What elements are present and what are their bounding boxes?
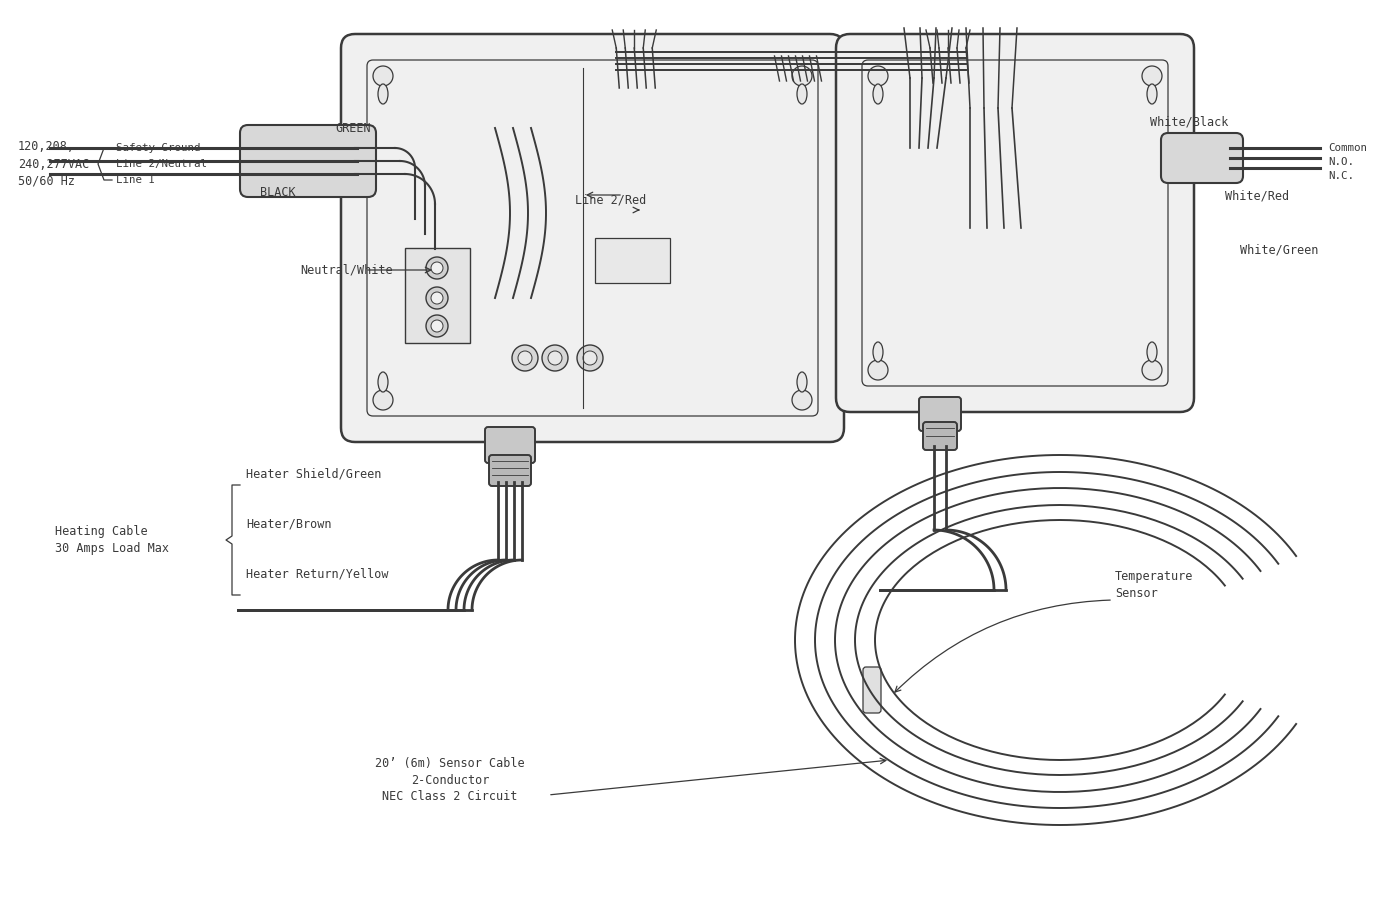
Circle shape [431,320,443,332]
Ellipse shape [873,84,883,104]
Circle shape [792,66,811,86]
Text: Safety Ground: Safety Ground [116,143,200,153]
Ellipse shape [1147,342,1157,362]
Circle shape [548,351,562,365]
Ellipse shape [873,342,883,362]
Bar [595,238,670,283]
Circle shape [541,345,568,371]
Circle shape [1142,360,1163,380]
Circle shape [583,351,597,365]
Bar [404,248,470,343]
Circle shape [576,345,603,371]
Circle shape [867,66,888,86]
Text: White/Black: White/Black [1150,115,1228,128]
Circle shape [792,390,811,410]
Circle shape [427,315,448,337]
FancyBboxPatch shape [863,667,881,713]
Ellipse shape [797,84,807,104]
FancyBboxPatch shape [923,422,957,450]
Text: Line 2/Neutral: Line 2/Neutral [116,159,207,169]
Circle shape [512,345,539,371]
Text: White/Red: White/Red [1226,190,1288,202]
FancyBboxPatch shape [1161,133,1242,183]
Circle shape [518,351,532,365]
Text: Heating Cable
30 Amps Load Max: Heating Cable 30 Amps Load Max [55,525,169,555]
FancyBboxPatch shape [341,34,844,442]
FancyBboxPatch shape [919,397,961,431]
Text: Temperature
Sensor: Temperature Sensor [1115,570,1193,600]
Text: N.O.: N.O. [1328,157,1354,167]
Ellipse shape [378,372,388,392]
Circle shape [427,287,448,309]
Text: BLACK: BLACK [260,187,295,200]
Text: Heater Return/Yellow: Heater Return/Yellow [246,568,389,581]
Circle shape [1142,66,1163,86]
Circle shape [867,360,888,380]
Circle shape [427,257,448,279]
Text: Neutral/White: Neutral/White [299,264,393,277]
Circle shape [431,292,443,304]
Text: Heater/Brown: Heater/Brown [246,518,332,530]
Text: GREEN: GREEN [334,122,371,135]
Circle shape [374,390,393,410]
Text: Heater Shield/Green: Heater Shield/Green [246,467,382,481]
Text: Common: Common [1328,143,1367,153]
Text: 20’ (6m) Sensor Cable
2-Conductor
NEC Class 2 Circuit: 20’ (6m) Sensor Cable 2-Conductor NEC Cl… [375,757,525,803]
Ellipse shape [1147,84,1157,104]
Text: Line I: Line I [116,175,155,185]
Ellipse shape [378,84,388,104]
Text: White/Green: White/Green [1240,244,1318,256]
Text: N.C.: N.C. [1328,171,1354,181]
FancyBboxPatch shape [485,427,534,463]
FancyBboxPatch shape [490,455,532,486]
Text: 120,208,
240,277VAC
50/60 Hz: 120,208, 240,277VAC 50/60 Hz [18,140,90,188]
Circle shape [374,66,393,86]
FancyBboxPatch shape [241,125,376,197]
Ellipse shape [797,372,807,392]
FancyBboxPatch shape [837,34,1193,412]
Text: Line 2/Red: Line 2/Red [575,193,646,206]
Circle shape [431,262,443,274]
